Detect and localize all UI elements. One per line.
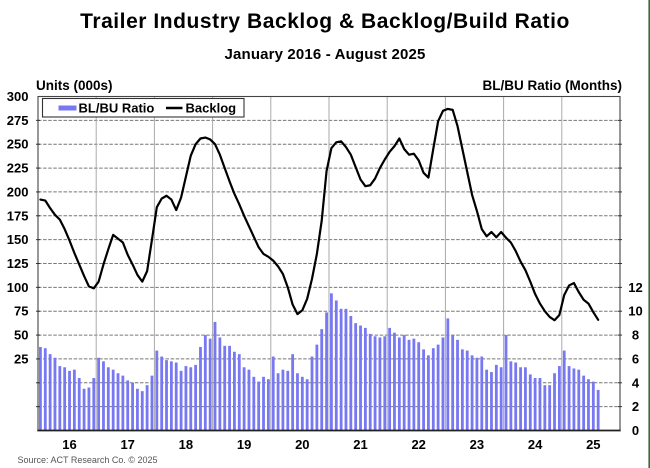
svg-text:75: 75 [14,304,28,319]
svg-text:200: 200 [7,184,29,199]
svg-text:300: 300 [7,89,29,104]
svg-text:10: 10 [628,304,642,319]
svg-text:250: 250 [7,137,29,152]
svg-text:January 2016 - August 2025: January 2016 - August 2025 [225,46,426,63]
svg-text:24: 24 [528,437,543,452]
svg-text:20: 20 [295,437,309,452]
svg-text:23: 23 [470,437,484,452]
svg-text:19: 19 [237,437,251,452]
svg-text:275: 275 [7,113,29,128]
svg-text:16: 16 [62,437,76,452]
svg-text:Units (000s): Units (000s) [36,78,113,93]
svg-text:225: 225 [7,161,29,176]
svg-text:150: 150 [7,232,29,247]
svg-text:25: 25 [586,437,600,452]
svg-text:25: 25 [14,351,28,366]
svg-text:Backlog: Backlog [186,101,237,116]
svg-text:21: 21 [353,437,367,452]
svg-text:0: 0 [632,423,639,438]
svg-text:18: 18 [179,437,193,452]
svg-text:2: 2 [632,399,639,414]
svg-text:6: 6 [632,351,639,366]
svg-text:Source: ACT Research Co. © 202: Source: ACT Research Co. © 2025 [18,455,158,465]
svg-text:8: 8 [632,328,639,343]
svg-text:100: 100 [7,280,29,295]
svg-text:4: 4 [632,375,640,390]
svg-text:BL/BU Ratio (Months): BL/BU Ratio (Months) [483,78,622,93]
svg-text:22: 22 [411,437,425,452]
svg-text:12: 12 [628,280,642,295]
svg-text:Trailer Industry Backlog & Bac: Trailer Industry Backlog & Backlog/Build… [80,10,570,33]
svg-text:17: 17 [120,437,134,452]
svg-text:175: 175 [7,208,29,223]
svg-text:125: 125 [7,256,29,271]
svg-text:50: 50 [14,328,28,343]
svg-text:BL/BU Ratio: BL/BU Ratio [79,101,155,116]
